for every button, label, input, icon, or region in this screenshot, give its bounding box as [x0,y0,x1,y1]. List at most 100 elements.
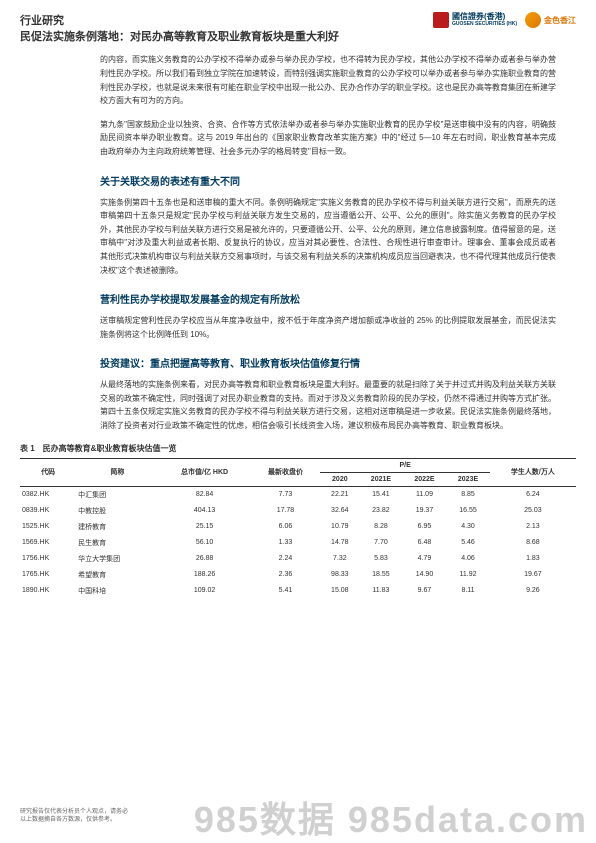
table-cell: 22.21 [320,486,359,503]
table-cell: 11.83 [359,583,403,599]
table-cell: 4.06 [446,551,490,567]
table-body: 0382.HK中汇集团82.847.7322.2115.4111.098.856… [20,486,576,599]
table-cell: 25.15 [159,519,251,535]
table-cell: 9.26 [490,583,576,599]
watermark: 985数据 985data.com [194,791,596,843]
table-cell: 1569.HK [20,535,76,551]
logo-guosen: 國信證券(香港) GUOSEN SECURITIES (HK) [433,12,517,28]
table-cell: 1.83 [490,551,576,567]
table-cell: 2.24 [250,551,320,567]
table-cell: 6.24 [490,486,576,503]
main-content: 的内容，而实施义务教育的公办学校不得举办或参与举办民办学校，也不得转为民办学校，… [0,53,596,432]
table-cell: 32.64 [320,503,359,519]
table-cell: 5.46 [446,535,490,551]
doc-title: 民促法实施条例落地：对民办高等教育及职业教育板块是重大利好 [20,30,433,45]
table-cell: 15.41 [359,486,403,503]
table-cell: 希望教育 [76,567,159,583]
table-cell: 1525.HK [20,519,76,535]
logo-golden-text: 金色香江 [544,15,576,26]
table-cell: 1756.HK [20,551,76,567]
th-price: 最新收盘价 [250,458,320,486]
th-code: 代码 [20,458,76,486]
table-cell: 4.79 [403,551,447,567]
table-cell: 17.78 [250,503,320,519]
disclaimer-line-1: 研究报告仅代表分析员个人观点，请务必 [20,809,186,817]
table-cell: 16.55 [446,503,490,519]
table-cell: 华立大学集团 [76,551,159,567]
th-2020: 2020 [320,472,359,486]
table-cell: 6.48 [403,535,447,551]
table-cell: 14.90 [403,567,447,583]
table-cell: 404.13 [159,503,251,519]
logo-guosen-icon [433,12,449,28]
table-cell: 9.67 [403,583,447,599]
table-cell: 8.28 [359,519,403,535]
table-cell: 14.78 [320,535,359,551]
section-heading-3: 投资建议：重点把握高等教育、职业教育板块估值修复行情 [100,355,556,370]
table-cell: 民生教育 [76,535,159,551]
table-cell: 10.79 [320,519,359,535]
logo-golden: 金色香江 [525,12,576,28]
table-cell: 19.67 [490,567,576,583]
table-cell: 25.03 [490,503,576,519]
table-cell: 8.68 [490,535,576,551]
table-row: 0839.HK中教控股404.1317.7832.6423.8219.3716.… [20,503,576,519]
table-cell: 5.83 [359,551,403,567]
table-row: 1765.HK希望教育188.262.3698.3318.5514.9011.9… [20,567,576,583]
table-cell: 0382.HK [20,486,76,503]
paragraph-5: 从最终落地的实施条例来看，对民办高等教育和职业教育板块是重大利好。最重要的就是扫… [100,378,556,432]
table-cell: 98.33 [320,567,359,583]
table-cell: 中教控股 [76,503,159,519]
table-row: 0382.HK中汇集团82.847.7322.2115.4111.098.856… [20,486,576,503]
table-cell: 6.06 [250,519,320,535]
table-cell: 6.95 [403,519,447,535]
table-cell: 18.55 [359,567,403,583]
doc-category: 行业研究 [20,12,433,28]
th-2022: 2022E [403,472,447,486]
table-cell: 中国科培 [76,583,159,599]
logo-group: 國信證券(香港) GUOSEN SECURITIES (HK) 金色香江 [433,12,576,28]
table-row: 1756.HK华立大学集团26.882.247.325.834.794.061.… [20,551,576,567]
table-cell: 1.33 [250,535,320,551]
table-cell: 2.36 [250,567,320,583]
table-cell: 建桥教育 [76,519,159,535]
table-cell: 0839.HK [20,503,76,519]
page-footer: 研究报告仅代表分析员个人观点，请务必 以上数据摘自各方数源，仅供参考。 985数… [0,791,596,843]
paragraph-1: 的内容，而实施义务教育的公办学校不得举办或参与举办民办学校，也不得转为民办学校，… [100,53,556,107]
paragraph-2: 第九条"国家鼓励企业以独资、合资、合作等方式依法举办或者参与举办实施职业教育的民… [100,118,556,159]
table-cell: 11.09 [403,486,447,503]
th-pe-group: P/E [320,458,489,472]
th-name: 简称 [76,458,159,486]
logo-guosen-text: 國信證券(香港) GUOSEN SECURITIES (HK) [452,13,517,27]
table-row: 1890.HK中国科培109.025.4115.0811.839.678.119… [20,583,576,599]
section-heading-2: 营利性民办学校提取发展基金的规定有所放松 [100,291,556,306]
page-header: 行业研究 民促法实施条例落地：对民办高等教育及职业教育板块是重大利好 國信證券(… [0,0,596,53]
table-cell: 109.02 [159,583,251,599]
table-cell: 56.10 [159,535,251,551]
th-mcap: 总市值/亿 HKD [159,458,251,486]
disclaimer-text: 研究报告仅代表分析员个人观点，请务必 以上数据摘自各方数源，仅供参考。 [0,805,194,829]
table-cell: 4.30 [446,519,490,535]
table-cell: 15.08 [320,583,359,599]
table-title: 表 1 民办高等教育&职业教育板块估值一览 [20,443,596,454]
section-heading-1: 关于关联交易的表述有重大不同 [100,173,556,188]
table-cell: 7.32 [320,551,359,567]
table-row: 1569.HK民生教育56.101.3314.787.706.485.468.6… [20,535,576,551]
table-cell: 7.73 [250,486,320,503]
table-cell: 19.37 [403,503,447,519]
table-cell: 26.88 [159,551,251,567]
paragraph-3: 实施条例第四十五条也是和送审稿的重大不同。条例明确规定"实施义务教育的民办学校不… [100,196,556,278]
table-cell: 8.11 [446,583,490,599]
table-cell: 8.85 [446,486,490,503]
table-cell: 1765.HK [20,567,76,583]
table-head: 代码 简称 总市值/亿 HKD 最新收盘价 P/E 学生人数/万人 2020 2… [20,458,576,486]
table-cell: 82.84 [159,486,251,503]
table-cell: 1890.HK [20,583,76,599]
th-2023: 2023E [446,472,490,486]
table-row: 1525.HK建桥教育25.156.0610.798.286.954.302.1… [20,519,576,535]
disclaimer-line-2: 以上数据摘自各方数源，仅供参考。 [20,817,186,825]
header-titles: 行业研究 民促法实施条例落地：对民办高等教育及职业教育板块是重大利好 [20,12,433,45]
table-cell: 中汇集团 [76,486,159,503]
th-2021: 2021E [359,472,403,486]
valuation-table: 代码 简称 总市值/亿 HKD 最新收盘价 P/E 学生人数/万人 2020 2… [20,458,576,599]
